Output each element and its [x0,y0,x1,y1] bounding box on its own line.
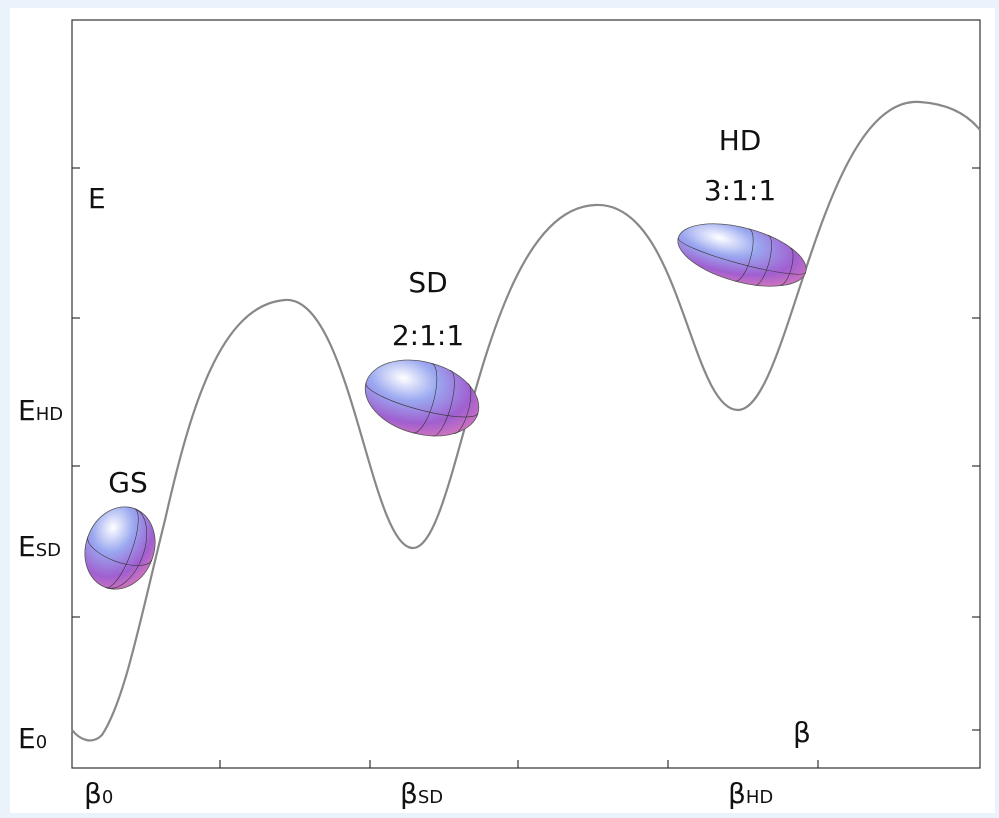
shape-name: HD [719,124,762,157]
panel [10,8,995,813]
shape-name: SD [408,266,447,299]
y-title: E [88,182,106,215]
label-part: SD [418,787,443,808]
label-part: E [18,530,36,563]
label-part: E [18,394,36,427]
label-part: HD [36,404,63,425]
x-title: β [793,716,811,749]
label-part: β [400,777,418,810]
shape-name: GS [108,466,147,499]
label-part: β [84,777,102,810]
x-label: β0 [84,777,113,810]
shape-ratio: 2:1:1 [392,319,464,352]
label-part: 0 [102,787,113,808]
shape-ratio: 3:1:1 [704,174,776,207]
x-label: βHD [728,777,773,810]
y-label: ESD [18,530,61,563]
label-part: β [728,777,746,810]
label-part: HD [746,787,773,808]
energy-curve [71,100,981,742]
ellipsoids [84,223,807,590]
y-label: E0 [18,722,47,755]
label-part: E [18,722,36,755]
x-label: βSD [400,777,443,810]
label-part: 0 [36,732,47,753]
label-part: SD [36,540,61,561]
ticks [72,167,980,768]
plot-frame [71,19,981,769]
y-label: EHD [18,394,63,427]
